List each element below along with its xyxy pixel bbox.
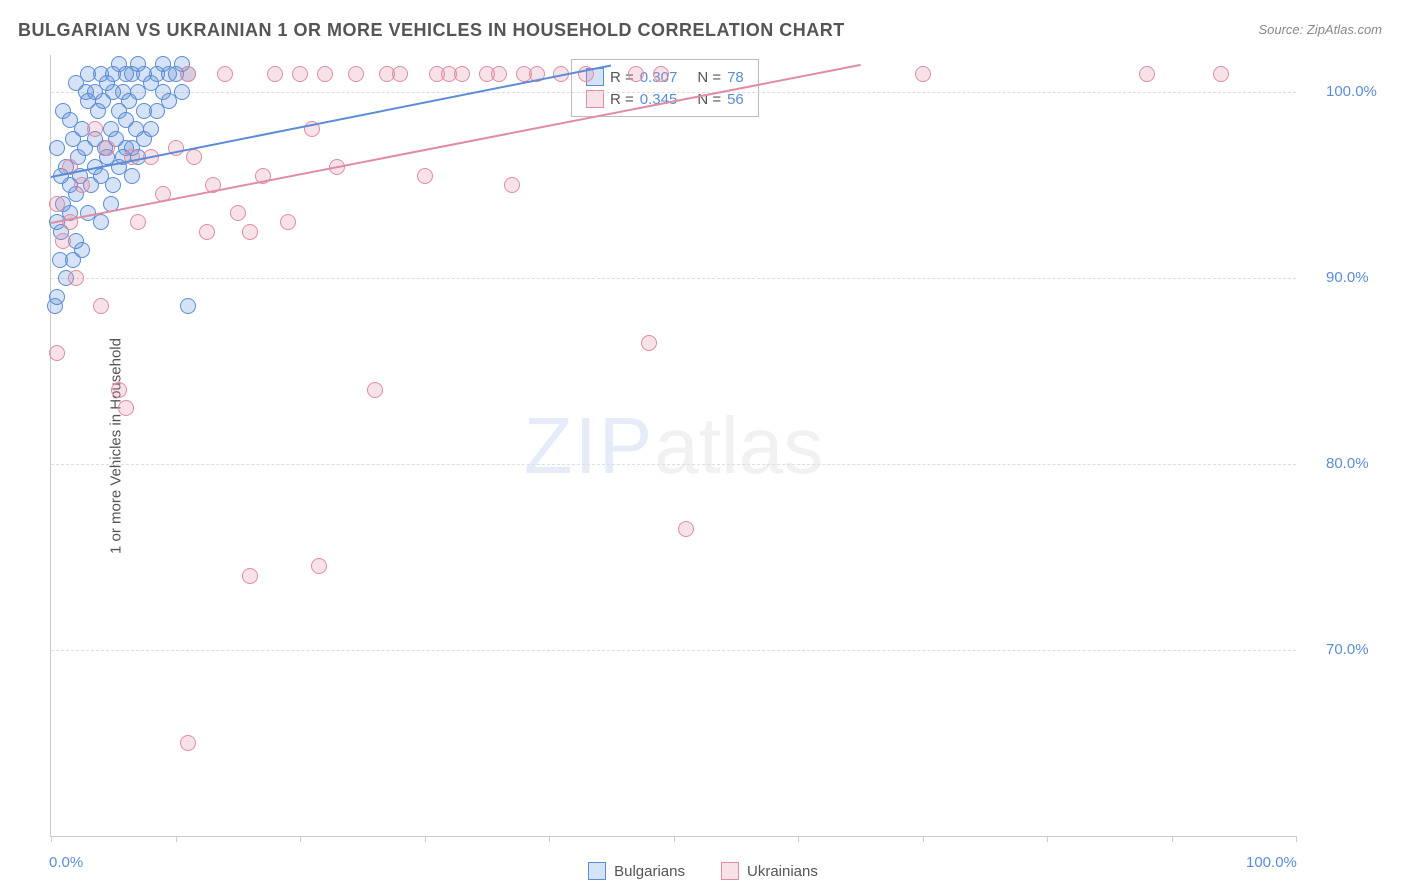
scatter-point — [641, 335, 657, 351]
gridline — [51, 92, 1296, 93]
scatter-point — [628, 66, 644, 82]
legend-item: Ukrainians — [721, 862, 818, 880]
scatter-point — [93, 214, 109, 230]
scatter-point — [99, 140, 115, 156]
scatter-point — [230, 205, 246, 221]
scatter-point — [292, 66, 308, 82]
scatter-point — [180, 298, 196, 314]
scatter-point — [1139, 66, 1155, 82]
gridline — [51, 650, 1296, 651]
scatter-point — [78, 84, 94, 100]
scatter-point — [199, 224, 215, 240]
scatter-point — [392, 66, 408, 82]
y-tick-label: 100.0% — [1326, 83, 1377, 100]
scatter-point — [678, 521, 694, 537]
x-tick — [674, 836, 675, 842]
scatter-point — [242, 224, 258, 240]
scatter-point — [62, 112, 78, 128]
legend-n-label: N = — [697, 69, 721, 86]
scatter-point — [74, 242, 90, 258]
series-legend: Bulgarians Ukrainians — [0, 862, 1406, 880]
scatter-point — [915, 66, 931, 82]
scatter-point — [49, 140, 65, 156]
x-tick — [1047, 836, 1048, 842]
scatter-point — [180, 66, 196, 82]
scatter-point — [267, 66, 283, 82]
x-tick — [923, 836, 924, 842]
scatter-point — [130, 214, 146, 230]
x-tick — [798, 836, 799, 842]
scatter-point — [311, 558, 327, 574]
legend-label: Ukrainians — [747, 863, 818, 880]
scatter-point — [367, 382, 383, 398]
scatter-point — [49, 196, 65, 212]
gridline — [51, 278, 1296, 279]
scatter-point — [348, 66, 364, 82]
scatter-point — [317, 66, 333, 82]
legend-item: Bulgarians — [588, 862, 685, 880]
x-tick — [300, 836, 301, 842]
scatter-point — [217, 66, 233, 82]
x-tick — [176, 836, 177, 842]
scatter-point — [68, 270, 84, 286]
scatter-point — [454, 66, 470, 82]
legend-swatch — [721, 862, 739, 880]
legend-n-value: 78 — [727, 69, 744, 86]
plot-area: ZIPatlas R =0.307N = 78R =0.345N = 56 70… — [50, 55, 1296, 837]
scatter-point — [49, 345, 65, 361]
scatter-point — [87, 121, 103, 137]
scatter-point — [504, 177, 520, 193]
x-tick — [51, 836, 52, 842]
y-tick-label: 90.0% — [1326, 269, 1369, 286]
chart-title: BULGARIAN VS UKRAINIAN 1 OR MORE VEHICLE… — [18, 20, 845, 41]
source-attribution: Source: ZipAtlas.com — [1258, 22, 1382, 37]
scatter-point — [105, 177, 121, 193]
scatter-point — [111, 382, 127, 398]
scatter-point — [93, 298, 109, 314]
x-tick — [425, 836, 426, 842]
scatter-point — [124, 168, 140, 184]
scatter-point — [180, 735, 196, 751]
scatter-point — [174, 84, 190, 100]
scatter-point — [653, 66, 669, 82]
y-tick-label: 70.0% — [1326, 641, 1369, 658]
watermark-atlas: atlas — [654, 401, 823, 490]
scatter-point — [280, 214, 296, 230]
scatter-point — [74, 177, 90, 193]
legend-swatch — [588, 862, 606, 880]
scatter-point — [186, 149, 202, 165]
x-tick — [549, 836, 550, 842]
scatter-point — [149, 103, 165, 119]
scatter-point — [417, 168, 433, 184]
watermark-zip: ZIP — [524, 401, 654, 490]
x-tick — [1296, 836, 1297, 842]
scatter-point — [1213, 66, 1229, 82]
gridline — [51, 464, 1296, 465]
scatter-point — [242, 568, 258, 584]
scatter-point — [55, 233, 71, 249]
scatter-point — [136, 131, 152, 147]
scatter-point — [49, 289, 65, 305]
scatter-point — [118, 400, 134, 416]
watermark: ZIPatlas — [524, 400, 823, 492]
y-tick-label: 80.0% — [1326, 455, 1369, 472]
x-tick — [1172, 836, 1173, 842]
scatter-point — [491, 66, 507, 82]
legend-label: Bulgarians — [614, 863, 685, 880]
